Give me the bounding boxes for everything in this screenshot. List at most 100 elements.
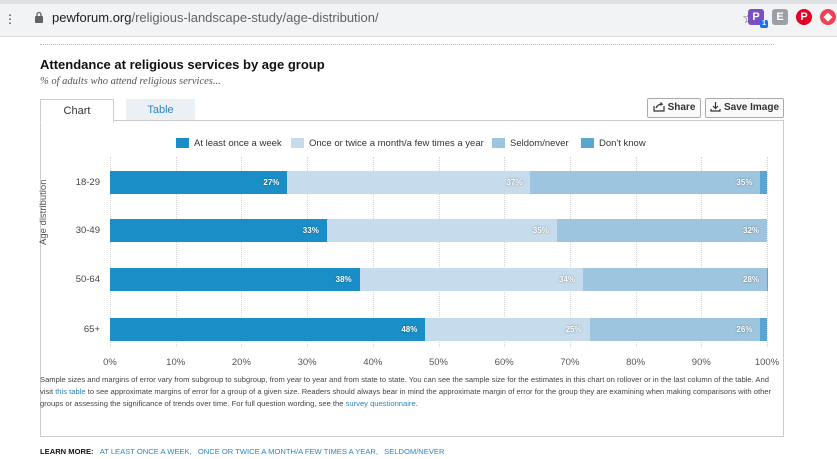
bar-segment[interactable] <box>767 268 768 291</box>
learn-more-link-weekly[interactable]: AT LEAST ONCE A WEEK, <box>99 447 192 456</box>
bar-value-label: 25% <box>565 325 582 334</box>
bar-value-label: 38% <box>335 275 352 284</box>
bar-segment[interactable] <box>110 171 288 194</box>
x-tick-label: 20% <box>231 357 251 368</box>
x-tick-label: 100% <box>754 357 780 368</box>
gridline <box>110 157 111 347</box>
row-label: 30-49 <box>75 225 100 236</box>
y-axis-label: Age distribution <box>38 179 49 245</box>
x-tick-label: 50% <box>428 357 449 368</box>
bar-value-label: 35% <box>736 178 753 187</box>
learn-more-label: LEARN MORE: <box>40 447 94 456</box>
extension-badge: 1 <box>760 20 768 28</box>
legend-swatch <box>176 138 189 149</box>
pocket-icon[interactable]: ◆ <box>820 9 836 25</box>
bar-segment[interactable] <box>287 171 531 194</box>
legend-item: At least once a week <box>176 138 282 149</box>
legend-item: Seldom/never <box>492 138 569 149</box>
note-text-3: . <box>415 399 418 408</box>
grey-extension-icon[interactable]: E <box>772 9 788 25</box>
legend-swatch <box>581 138 594 149</box>
bar-segment[interactable] <box>110 219 327 242</box>
url-path: /religious-landscape-study/age-distribut… <box>131 10 379 25</box>
x-tick-label: 70% <box>560 357 580 368</box>
x-tick-label: 80% <box>626 357 646 368</box>
bar-segment[interactable] <box>326 219 557 242</box>
bar-value-label: 26% <box>736 325 753 334</box>
share-icon <box>652 102 665 112</box>
bar-segment[interactable] <box>760 318 767 341</box>
survey-questionnaire-link[interactable]: survey questionnaire <box>345 399 416 408</box>
address-bar[interactable]: pewforum.org/religious-landscape-study/a… <box>22 5 764 31</box>
page-subtitle: % of adults who attend religious service… <box>40 76 221 87</box>
bar-segment[interactable] <box>359 268 584 291</box>
legend-label: At least once a week <box>194 138 282 149</box>
gridline <box>241 157 243 347</box>
browser-tab-strip <box>0 0 837 4</box>
gridline <box>372 157 374 347</box>
bar-segment[interactable] <box>110 318 426 341</box>
browser-toolbar: ⋮ pewforum.org/religious-landscape-study… <box>0 0 837 37</box>
menu-icon[interactable]: ⋮ <box>4 12 16 26</box>
url-text[interactable]: pewforum.org/religious-landscape-study/a… <box>52 10 379 25</box>
bar-value-label: 32% <box>743 226 760 235</box>
bar-segment[interactable] <box>760 171 767 194</box>
methodology-note: Sample sizes and margins of error vary f… <box>40 374 780 410</box>
bar-segment[interactable] <box>583 268 767 291</box>
save-image-label: Save Image <box>723 102 780 113</box>
bar-segment[interactable] <box>110 268 360 291</box>
this-table-link[interactable]: this table <box>55 387 86 396</box>
tab-table[interactable]: Table <box>126 99 195 121</box>
legend-label: Don't know <box>599 138 646 149</box>
page-title: Attendance at religious services by age … <box>40 57 325 72</box>
bar-value-label: 35% <box>532 226 549 235</box>
learn-more-link-seldom[interactable]: SELDOM/NEVER <box>384 447 445 456</box>
row-label: 18-29 <box>75 177 100 188</box>
gridline <box>175 157 177 347</box>
share-button[interactable]: Share <box>647 98 701 118</box>
legend-label: Seldom/never <box>510 138 569 149</box>
bar-value-label: 34% <box>559 275 576 284</box>
note-text-2: to see approximate margins of error for … <box>40 387 772 408</box>
gridline <box>307 157 309 347</box>
learn-more-link-monthly[interactable]: ONCE OR TWICE A MONTH/A FEW TIMES A YEAR… <box>197 447 378 456</box>
legend-swatch <box>492 138 505 149</box>
x-tick-label: 0% <box>103 357 117 368</box>
share-label: Share <box>667 102 696 113</box>
x-tick-label: 10% <box>166 357 186 368</box>
bar-segment[interactable] <box>530 171 761 194</box>
lock-icon <box>35 11 43 23</box>
row-label: 65+ <box>83 324 100 335</box>
tab-chart[interactable]: Chart <box>40 99 114 123</box>
url-domain: pewforum.org <box>52 10 132 25</box>
save-image-button[interactable]: Save Image <box>705 98 784 118</box>
bar-value-label: 33% <box>302 226 319 235</box>
bar-value-label: 37% <box>506 178 523 187</box>
bar-value-label: 28% <box>743 275 760 284</box>
learn-more-bar: LEARN MORE: AT LEAST ONCE A WEEK, ONCE O… <box>40 447 444 456</box>
x-tick-label: 30% <box>297 357 317 368</box>
gridline <box>569 157 571 347</box>
download-icon <box>710 102 721 112</box>
bar-value-label: 27% <box>263 178 280 187</box>
gridline <box>767 157 768 347</box>
bar-segment[interactable] <box>589 318 761 341</box>
note-text-1: Sample sizes and margins of error vary f… <box>40 375 769 396</box>
x-tick-label: 60% <box>494 357 514 368</box>
row-label: 50-64 <box>75 274 100 285</box>
legend-item: Once or twice a month/a few times a year <box>291 138 484 149</box>
x-tick-label: 90% <box>691 357 711 368</box>
gridline <box>438 157 440 347</box>
legend-item: Don't know <box>581 138 646 149</box>
gridline <box>504 157 506 347</box>
bar-segment[interactable] <box>556 219 767 242</box>
x-tick-label: 40% <box>363 357 383 368</box>
pinterest-icon[interactable]: P <box>796 9 812 25</box>
bar-segment[interactable] <box>425 318 590 341</box>
legend-label: Once or twice a month/a few times a year <box>309 138 484 149</box>
bar-value-label: 48% <box>401 325 418 334</box>
gridline <box>701 157 703 347</box>
gridline <box>635 157 637 347</box>
divider <box>40 44 774 45</box>
